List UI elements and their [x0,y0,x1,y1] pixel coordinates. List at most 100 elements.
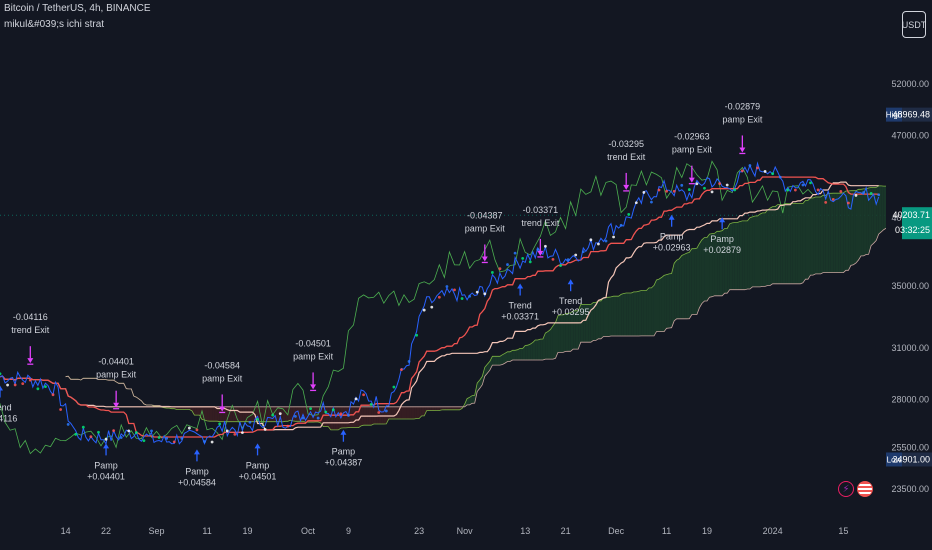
exit-label: pamp Exit [202,373,243,383]
cloud-segment [565,313,569,352]
current-price-tag [902,207,932,240]
price-tick-label: 25500.00 [891,442,929,452]
bar-marker [339,412,343,416]
bar-marker [89,435,93,439]
entry-label: Trend [0,403,12,413]
cloud-segment [575,310,579,350]
bar-marker [422,308,426,312]
bar-marker [847,201,850,205]
cloud-segment [765,210,768,287]
cloud-segment [290,406,293,421]
exit-value: -0.04401 [98,357,134,367]
cloud-segment [840,192,844,273]
cloud-segment [391,406,394,419]
bar-marker [650,200,653,204]
cloud-segment [525,345,528,361]
cloud-segment [217,406,220,422]
bar-marker [301,416,305,420]
cloud-segment [621,293,624,336]
cloud-segment [704,237,707,302]
cloud-segment [739,220,743,290]
bar-countdown: 03:32:25 [895,225,930,235]
cloud-segment [328,406,331,430]
cloud-segment [186,406,190,410]
exit-arrow [623,172,630,192]
currency-button[interactable]: USDT [902,11,926,38]
chikou-line [0,160,814,455]
bar-marker [536,248,540,251]
cloud-segment [792,203,796,284]
bar-marker [574,253,578,257]
bar-marker [21,382,25,386]
cloud-segment [194,406,197,416]
bar-marker [718,182,722,186]
cloud-segment [752,216,755,287]
bar-marker [544,244,547,248]
cloud-segment [699,239,702,308]
bar-marker [551,258,555,261]
exit-value: -0.04116 [13,312,48,322]
bar-marker [157,436,161,439]
entry-label: Trend [509,301,532,311]
cloud-segment [204,406,208,421]
cloud-segment [419,406,422,419]
bar-marker [331,408,335,412]
lightning-icon[interactable]: ⚡ [838,481,854,497]
bar-marker [112,429,116,433]
us-flag-icon[interactable] [857,481,873,497]
cloud-segment [573,310,576,350]
cloud-segment [853,190,856,265]
cloud-segment [838,193,841,273]
cloud-segment [671,263,675,328]
bar-marker [256,417,259,421]
cloud-segment [855,189,859,264]
cloud-segment [409,406,412,419]
cloud-segment [505,351,508,364]
cloud-segment [552,322,556,360]
cloud-segment [628,293,632,336]
cloud-segment [868,187,872,255]
cloud-segment [757,214,761,287]
time-tick-label: 23 [414,526,424,536]
exit-value: -0.04584 [204,360,240,370]
bar-marker [703,186,706,190]
cloud-segment [828,193,831,273]
cloud-segment [451,406,455,410]
cloud-segment [858,189,862,260]
cloud-segment [760,212,763,287]
time-tick-label: 22 [101,526,111,536]
cloud-segment [742,220,745,290]
indicator-title: mikul&#039;s ichi strat [4,19,105,30]
bar-marker [134,431,138,434]
cloud-segment [686,252,690,319]
cloud-segment [734,222,738,290]
bar-marker [362,393,365,397]
exit-label: trend Exit [11,325,50,335]
bar-marker [407,360,411,363]
bar-marker [377,411,381,414]
bar-marker [521,256,525,260]
entry-arrow [340,429,347,442]
cloud-segment [679,255,682,319]
cloud-segment [674,260,677,321]
low-value: 24901.00 [892,454,930,464]
cloud-segment [830,193,834,273]
cloud-segment [749,216,753,290]
cloud-segment [787,203,791,284]
cloud-segment [633,291,637,336]
cloud-segment [712,233,715,297]
cloud-segment [848,190,851,271]
bar-marker [437,295,441,299]
cloud-segment [585,304,589,343]
bar-marker [756,166,759,170]
cloud-segment [717,231,720,296]
cloud-segment [547,329,551,360]
entry-arrow [567,279,574,292]
exit-label: pamp Exit [293,351,334,361]
cloud-segment [613,296,617,336]
bar-marker [589,238,593,242]
low-tag [886,452,902,467]
cloud-segment [707,234,710,302]
bar-marker [44,385,47,388]
